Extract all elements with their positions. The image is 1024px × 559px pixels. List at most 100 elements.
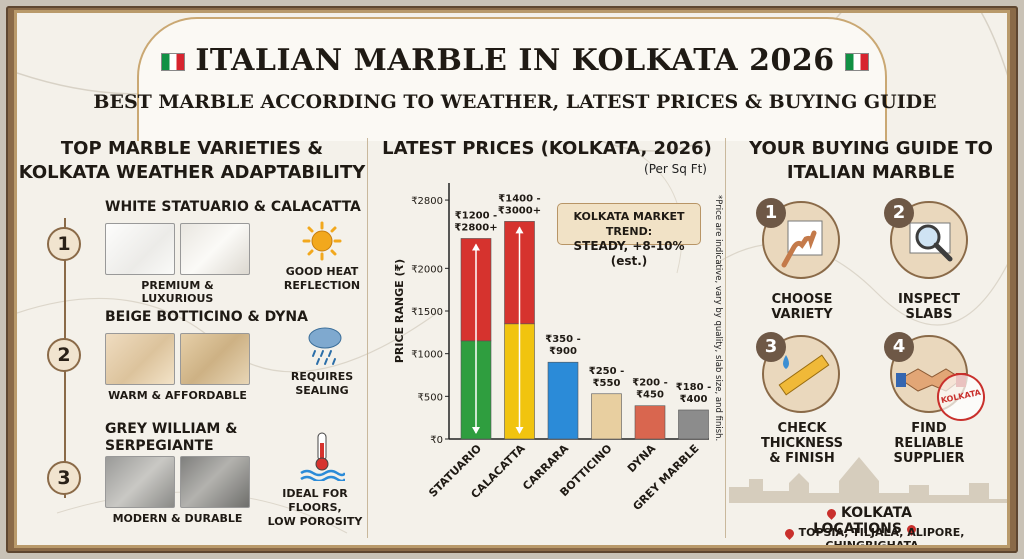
bar-range-label: ₹450 bbox=[636, 390, 664, 401]
page-subtitle: BEST MARBLE ACCORDING TO WEATHER, LATEST… bbox=[93, 91, 937, 113]
x-category-label: DYNA bbox=[625, 442, 659, 476]
variety-3-weather-line1: IDEAL FOR FLOORS, bbox=[282, 487, 348, 514]
bar-range-label: ₹900 bbox=[549, 346, 577, 357]
bar-range-label: ₹3000+ bbox=[498, 205, 541, 216]
page-title: ITALIAN MARBLE IN KOLKATA 2026 bbox=[17, 43, 1007, 78]
calacatta-swatch bbox=[180, 223, 250, 275]
variety-3-number: 3 bbox=[47, 461, 81, 495]
left-heading: TOP MARBLE VARIETIES & KOLKATA WEATHER A… bbox=[17, 137, 367, 185]
variety-3-name-line1: GREY WILLIAM & bbox=[105, 421, 238, 437]
variety-2-weather: REQUIRES SEALING bbox=[282, 370, 362, 398]
column-divider bbox=[367, 138, 368, 538]
y-tick-label: ₹1000 bbox=[411, 350, 443, 361]
step-3-circle bbox=[762, 335, 840, 413]
trend-line2: STEADY, +8-10% (est.) bbox=[573, 239, 685, 268]
bar-range-label: ₹1200 - bbox=[455, 210, 497, 221]
step-4-line1: FIND bbox=[911, 421, 947, 436]
variety-3-caption: MODERN & DURABLE bbox=[112, 512, 243, 525]
variety-1-caption: PREMIUM & LUXURIOUS bbox=[141, 279, 214, 305]
bar-range-label: ₹400 bbox=[680, 394, 708, 405]
y-tick-label: ₹500 bbox=[418, 392, 443, 403]
skyline-illustration bbox=[729, 457, 1007, 503]
step-2-label: INSPECT SLABS bbox=[879, 292, 979, 322]
step-3-line2: THICKNESS bbox=[760, 436, 844, 451]
infographic-board: ITALIAN MARBLE IN KOLKATA 2026 BEST MARB… bbox=[14, 10, 1010, 548]
italy-flag-icon bbox=[161, 53, 186, 71]
variety-1-weather-line1: GOOD HEAT bbox=[285, 265, 359, 278]
right-heading: YOUR BUYING GUIDE TO ITALIAN MARBLE bbox=[729, 137, 1007, 185]
price-note: *Price are indicative, vary by quality, … bbox=[713, 195, 723, 442]
left-heading-line1: TOP MARBLE VARIETIES & bbox=[60, 138, 324, 159]
step-3-line1: CHECK bbox=[777, 421, 827, 436]
step-4-label: FIND RELIABLE SUPPLIER bbox=[879, 421, 979, 466]
step-3-number: 3 bbox=[756, 332, 786, 362]
variety-2-caption: WARM & AFFORDABLE bbox=[108, 389, 247, 402]
locations-title-text: KOLKATA LOCATIONS bbox=[813, 505, 912, 537]
step-4-number: 4 bbox=[884, 332, 914, 362]
step-3-line3: & FINISH bbox=[769, 451, 835, 466]
title-arch bbox=[137, 17, 887, 141]
dyna-swatch bbox=[180, 333, 250, 385]
variety-1-number: 1 bbox=[47, 227, 81, 261]
hand-pointing-icon bbox=[781, 220, 823, 268]
variety-2-weather-line2: SEALING bbox=[295, 384, 349, 397]
range-arrow-head bbox=[472, 427, 480, 434]
grey-william-swatch bbox=[105, 456, 175, 508]
step-1-label: CHOOSE VARIETY bbox=[752, 292, 852, 322]
left-heading-line2: KOLKATA WEATHER ADAPTABILITY bbox=[18, 162, 366, 183]
serpegiante-swatch bbox=[180, 456, 250, 508]
variety-2-weather-line1: REQUIRES bbox=[290, 370, 354, 383]
step-1-line2: VARIETY bbox=[771, 307, 833, 322]
y-tick-label: ₹1500 bbox=[411, 307, 443, 318]
botticino-swatch bbox=[105, 333, 175, 385]
variety-2-name: BEIGE BOTTICINO & DYNA bbox=[105, 309, 308, 325]
variety-2-number: 2 bbox=[47, 338, 81, 372]
bar-range-label: ₹250 - bbox=[589, 366, 624, 377]
title-text: ITALIAN MARBLE IN KOLKATA 2026 bbox=[195, 43, 835, 78]
rain-cloud-icon bbox=[308, 327, 342, 365]
bar-range-label: ₹180 - bbox=[676, 382, 711, 393]
step-2-number: 2 bbox=[884, 198, 914, 228]
middle-heading: LATEST PRICES (KOLKATA, 2026) bbox=[382, 138, 712, 159]
variety-1-weather-line2: REFLECTION bbox=[283, 279, 361, 292]
right-heading-line2: ITALIAN MARBLE bbox=[786, 162, 956, 183]
step-1-number: 1 bbox=[756, 198, 786, 228]
right-heading-line1: YOUR BUYING GUIDE TO bbox=[749, 138, 993, 159]
price-unit: (Per Sq Ft) bbox=[644, 162, 707, 176]
sun-icon bbox=[302, 221, 342, 261]
step-3-label: CHECK THICKNESS & FINISH bbox=[752, 421, 852, 466]
variety-3-name-line2: SERPEGIANTE bbox=[105, 438, 214, 454]
price-chart: PRICE RANGE (₹) ₹0 ₹500 ₹1000 ₹1500 ₹2000 ₹280… bbox=[393, 183, 711, 513]
market-trend-box: KOLKATA MARKET TREND: STEADY, +8-10% (es… bbox=[557, 203, 701, 268]
step-1-line1: CHOOSE bbox=[771, 292, 833, 307]
bar-range-label: ₹200 - bbox=[632, 378, 667, 389]
map-pin-icon bbox=[825, 506, 838, 520]
variety-1-name: WHITE STATUARIO & CALACATTA bbox=[105, 199, 361, 215]
bar bbox=[591, 393, 622, 440]
range-arrow-head bbox=[472, 243, 480, 251]
y-tick-label: ₹0 bbox=[430, 435, 443, 446]
step-2-line1: INSPECT bbox=[898, 292, 960, 307]
variety-3-weather: IDEAL FOR FLOORS, LOW POROSITY bbox=[263, 487, 367, 529]
bar-range-label: ₹2800+ bbox=[454, 222, 497, 233]
statuario-swatch bbox=[105, 223, 175, 275]
variety-3-weather-line2: LOW POROSITY bbox=[267, 515, 363, 528]
locations-list: TOPSIA, TILJALA, ALIPORE, CHINGRIGHATA bbox=[737, 526, 1007, 545]
trend-line1: KOLKATA MARKET TREND: bbox=[573, 210, 685, 238]
bar bbox=[547, 361, 579, 440]
bar-range-label: ₹1400 - bbox=[498, 193, 540, 204]
thermometer-icon bbox=[300, 432, 345, 481]
y-tick-label: ₹2000 bbox=[411, 264, 443, 275]
italy-flag-icon bbox=[844, 53, 869, 71]
variety-1-weather: GOOD HEAT REFLECTION bbox=[277, 265, 367, 293]
bar-range-label: ₹550 bbox=[593, 378, 621, 389]
bar bbox=[634, 405, 666, 440]
range-arrow-head bbox=[515, 427, 524, 434]
bar-range-label: ₹350 - bbox=[545, 334, 580, 345]
map-pin-icon bbox=[782, 526, 796, 540]
magnifier-icon bbox=[909, 222, 953, 262]
column-divider bbox=[725, 138, 726, 538]
variety-3-name: GREY WILLIAM & SERPEGIANTE bbox=[105, 421, 237, 455]
step-4-line2: RELIABLE bbox=[894, 436, 964, 451]
y-axis-label: PRICE RANGE (₹) bbox=[393, 259, 406, 363]
